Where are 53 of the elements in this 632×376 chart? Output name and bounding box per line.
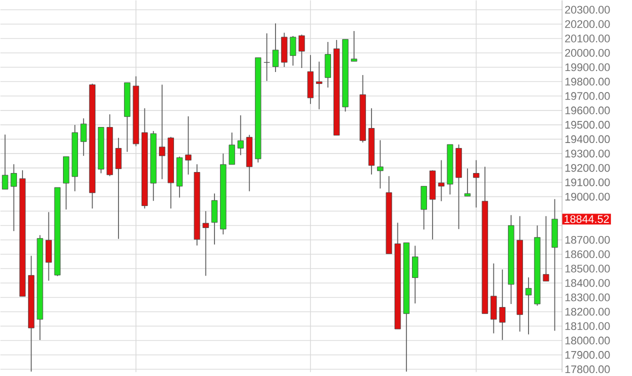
y-tick-label: 18600.00 xyxy=(565,250,610,258)
y-tick-label: 19600.00 xyxy=(565,106,610,114)
y-tick-label: 19400.00 xyxy=(565,135,610,143)
y-tick-label: 20100.00 xyxy=(565,34,610,42)
candlestick xyxy=(158,84,166,180)
candlestick xyxy=(316,60,322,110)
y-tick-label: 20000.00 xyxy=(565,48,610,57)
candlestick xyxy=(525,276,532,335)
candlestick xyxy=(238,114,244,156)
y-tick-label: 20300.00 xyxy=(565,6,610,14)
candlestick xyxy=(377,140,384,189)
candlestick xyxy=(211,192,218,245)
y-tick-label: 19200.00 xyxy=(565,164,610,172)
candlestick xyxy=(228,132,236,165)
candlestick xyxy=(420,186,427,230)
y-tick-label: 18300.00 xyxy=(565,293,610,302)
y-tick-label: 19800.00 xyxy=(565,78,610,86)
y-tick-label: 17900.00 xyxy=(565,350,610,359)
candlestick xyxy=(10,164,17,232)
y-tick-label: 19300.00 xyxy=(565,149,610,158)
candlestick xyxy=(542,215,550,282)
candlestick xyxy=(2,134,8,190)
y-tick-label: 19000.00 xyxy=(565,192,610,200)
candlestick xyxy=(185,116,192,175)
candlestick xyxy=(298,34,305,68)
y-tick-label: 19100.00 xyxy=(565,178,610,186)
y-tick-label: 18500.00 xyxy=(565,264,610,272)
y-tick-label: 18200.00 xyxy=(565,308,610,316)
candlestick xyxy=(499,268,506,340)
candlestick xyxy=(350,30,358,62)
candlestick xyxy=(464,168,471,196)
y-tick-label: 20200.00 xyxy=(565,20,610,28)
candlestick xyxy=(490,262,497,334)
candlestick xyxy=(80,118,87,156)
y-tick-label: 19900.00 xyxy=(565,63,610,71)
candlestick xyxy=(115,137,122,240)
text: 18844.52 xyxy=(564,214,609,223)
y-tick-label: 18000.00 xyxy=(565,336,610,344)
candlestick xyxy=(324,41,332,88)
y-tick-label: 18400.00 xyxy=(565,278,610,287)
y-tick-label: 17800.00 xyxy=(565,365,610,373)
candlestick xyxy=(46,211,52,281)
candlestick xyxy=(473,159,480,208)
candlestick xyxy=(202,210,209,276)
candlestick xyxy=(290,35,296,66)
candlestick xyxy=(272,22,279,72)
candlestick xyxy=(264,32,270,82)
candlestick xyxy=(412,245,418,304)
y-tick-label: 19700.00 xyxy=(565,92,610,100)
y-tick-label: 18700.00 xyxy=(565,236,610,244)
candlestick xyxy=(438,159,444,202)
y-tick-label: 19500.00 xyxy=(565,120,610,128)
y-tick-label: 18100.00 xyxy=(565,322,610,330)
